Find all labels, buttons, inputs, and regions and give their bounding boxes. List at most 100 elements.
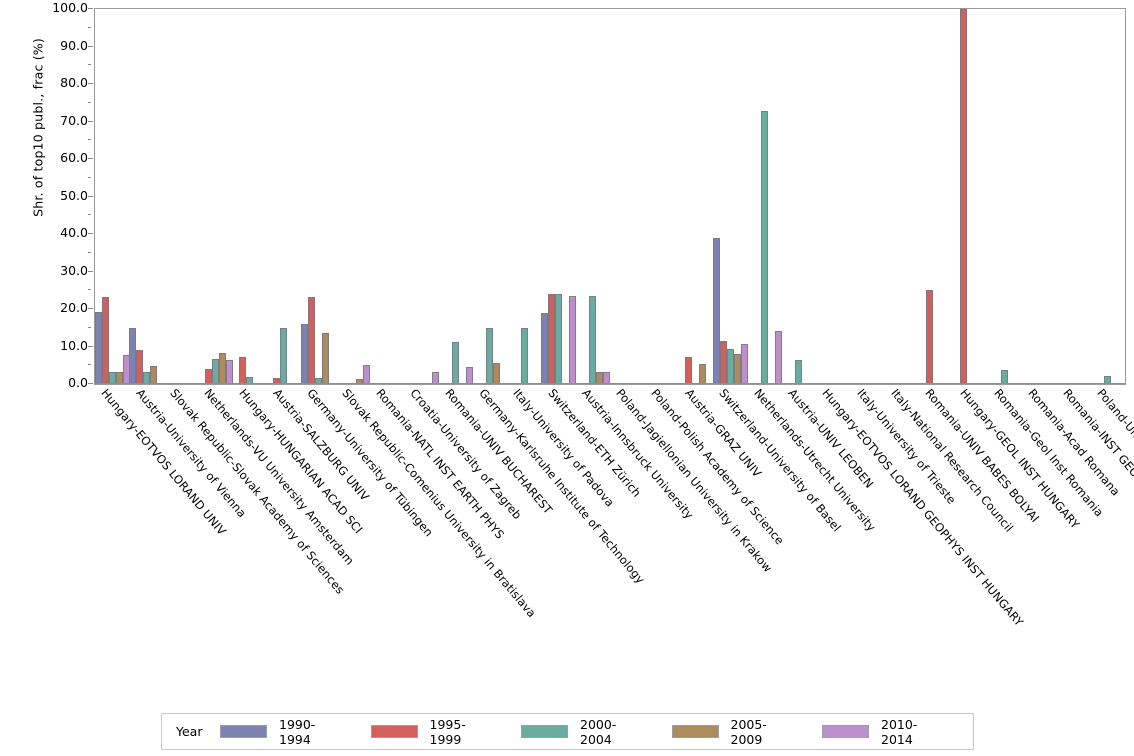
bar [451, 342, 459, 384]
bar-group [919, 9, 953, 384]
bar [307, 296, 315, 384]
legend-swatch [671, 725, 719, 738]
y-tick-mark-minor [88, 139, 91, 141]
bar [554, 294, 562, 384]
y-tick-mark-minor [88, 176, 91, 178]
bar-group [370, 9, 404, 384]
y-tick-mark-minor [88, 251, 91, 253]
bar-group [1056, 9, 1090, 384]
y-tick-label: 30.0 [60, 262, 88, 278]
y-tick-mark-minor [88, 26, 91, 28]
bar-group [988, 9, 1022, 384]
legend-item[interactable]: 1990-1994 [220, 717, 345, 747]
bar-group [198, 9, 233, 384]
bar [218, 352, 226, 384]
y-tick-mark-minor [88, 289, 91, 291]
x-tick-label: Germany-University of Tübingen [304, 386, 437, 540]
legend-label: 2010-2014 [881, 716, 918, 747]
y-tick-mark [88, 45, 93, 47]
y-tick-mark-minor [88, 364, 91, 366]
bar [149, 365, 157, 384]
legend-label: 1990-1994 [279, 716, 316, 747]
bar-group [576, 9, 611, 384]
bar [925, 289, 933, 384]
y-tick-mark [88, 195, 93, 197]
bar-group [610, 9, 644, 384]
y-tick-mark-minor [88, 326, 91, 328]
y-tick-label: 60.0 [60, 150, 88, 165]
bar [685, 357, 693, 384]
y-tick-mark-minor [88, 101, 91, 103]
bar-group [300, 9, 335, 384]
y-tick-label: 50.0 [60, 187, 88, 203]
y-tick-mark [88, 233, 93, 234]
bar [300, 323, 308, 384]
bar-group [507, 9, 541, 384]
bar-group [267, 9, 301, 384]
y-tick-label: 70.0 [60, 112, 88, 128]
bar-group [164, 9, 198, 384]
bar [211, 359, 219, 384]
bar-group [404, 9, 439, 384]
bar [94, 311, 102, 384]
bar [321, 333, 329, 384]
bar-group [335, 9, 370, 384]
bar-group [782, 9, 816, 384]
bar [760, 111, 768, 384]
y-tick-mark [88, 270, 93, 272]
x-axis-tick-labels: Hungary-EOTVOS LORAND UNIV Austria-Univer… [94, 386, 1134, 686]
bar [486, 328, 494, 384]
legend-item[interactable]: 1995-1999 [370, 716, 496, 747]
bar [733, 353, 741, 384]
y-tick-label: 20.0 [60, 300, 88, 315]
y-tick-mark [88, 120, 93, 122]
legend-item[interactable]: 2010-2014 [822, 717, 947, 747]
legend-title: Year [176, 724, 203, 739]
bar [726, 349, 734, 384]
x-axis-line [94, 383, 1126, 384]
legend-swatch [370, 725, 418, 738]
plot-area [94, 8, 1126, 385]
bar-group [816, 9, 850, 384]
bar-group [94, 9, 130, 384]
y-tick-mark [88, 308, 93, 309]
y-tick-label: 90.0 [60, 37, 88, 53]
bar [699, 363, 707, 384]
bar-group [850, 9, 884, 384]
y-tick-mark [88, 83, 93, 84]
bar [493, 363, 501, 384]
bar-group [644, 9, 678, 384]
bar [204, 368, 212, 384]
bar-group [885, 9, 919, 384]
y-tick-label: 0.0 [68, 375, 88, 390]
legend-item[interactable]: 2000-2004 [521, 717, 646, 747]
bar-group [473, 9, 507, 384]
bar-group [129, 9, 163, 384]
y-tick-mark [88, 345, 93, 347]
bar-group [232, 9, 266, 384]
bar [719, 341, 727, 384]
bar-group [712, 9, 748, 384]
bar-group [747, 9, 782, 384]
bar [238, 357, 246, 384]
bar-group [541, 9, 576, 384]
bar-group [1022, 9, 1056, 384]
y-tick-mark [88, 8, 93, 9]
bar [101, 296, 109, 384]
legend-label: 2000-2004 [580, 716, 617, 747]
bar [135, 349, 143, 384]
bar [959, 9, 967, 384]
x-tick-label: Romania-NATL INST EARTH PHYS [373, 386, 507, 542]
bar-group [679, 9, 713, 384]
legend-swatch [521, 725, 568, 738]
legend-label: 1995-1999 [429, 716, 466, 747]
bar [280, 328, 288, 384]
bar-group [953, 9, 987, 384]
bar-group [438, 9, 473, 384]
bar [520, 328, 528, 384]
y-tick-mark [88, 383, 93, 384]
y-tick-label: 10.0 [60, 337, 88, 353]
y-tick-label: 100.0 [52, 0, 88, 15]
legend-item[interactable]: 2005-2009 [671, 717, 797, 747]
legend-swatch [822, 725, 869, 738]
